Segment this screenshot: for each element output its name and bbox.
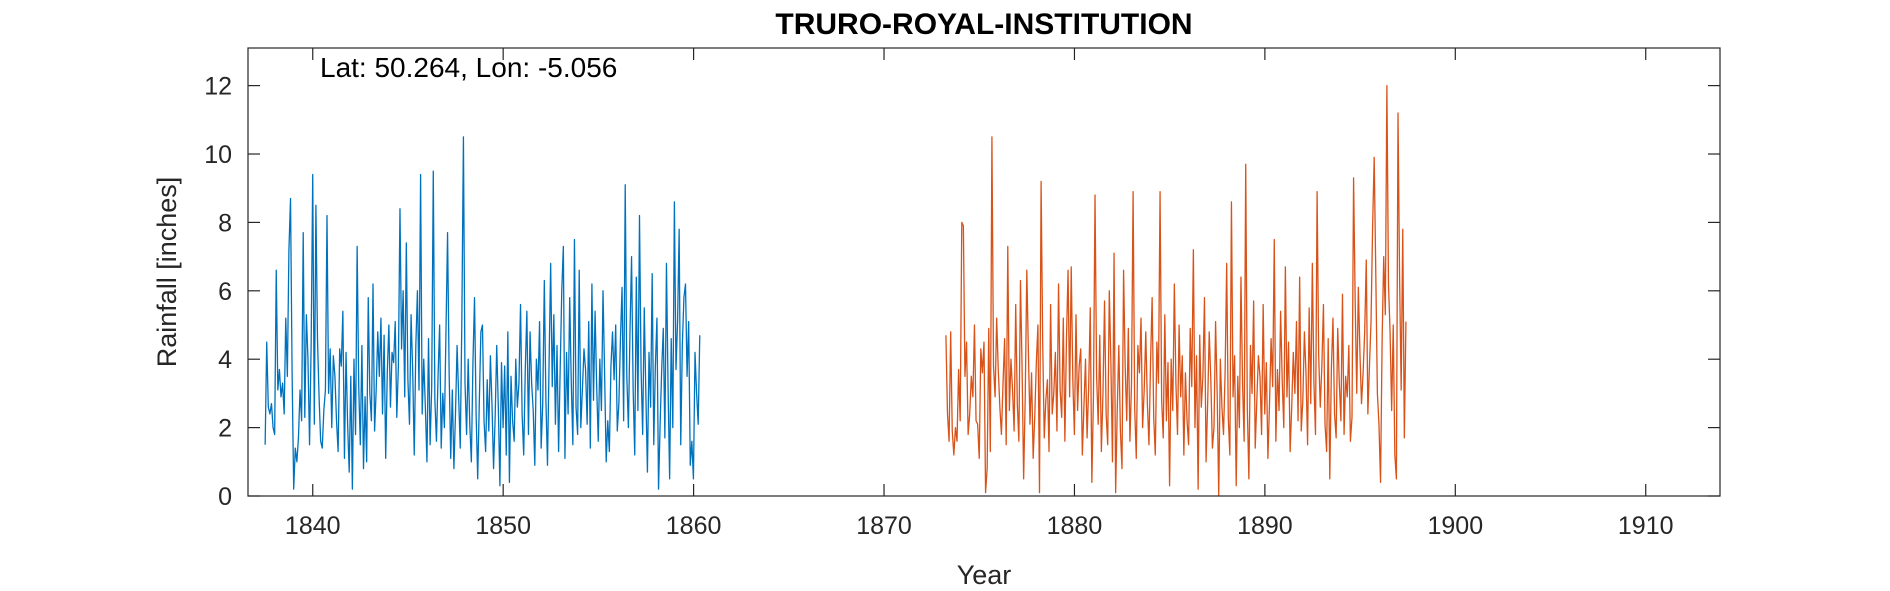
x-tick-label: 1910 xyxy=(1618,512,1674,540)
x-tick-label: 1900 xyxy=(1427,512,1483,540)
y-axis-label: Rainfall [inches] xyxy=(152,177,182,368)
plot-box xyxy=(247,47,1721,497)
x-axis-ticks: 1840 1850 1860 1870 1880 1890 1900 1910 xyxy=(285,48,1674,540)
series-line-1 xyxy=(264,136,701,490)
y-tick-label: 10 xyxy=(204,141,232,169)
location-annotation: Lat: 50.264, Lon: -5.056 xyxy=(320,52,617,83)
x-tick-label: 1860 xyxy=(666,512,722,540)
x-tick-label: 1890 xyxy=(1237,512,1293,540)
chart-title: TRURO-ROYAL-INSTITUTION xyxy=(775,8,1192,41)
y-tick-label: 12 xyxy=(204,73,232,101)
x-tick-label: 1870 xyxy=(856,512,912,540)
x-axis-label: Year xyxy=(957,560,1012,590)
series-line-2 xyxy=(945,84,1407,497)
y-tick-label: 2 xyxy=(218,415,232,443)
y-tick-label: 8 xyxy=(218,209,232,237)
y-tick-label: 4 xyxy=(218,346,232,374)
x-tick-label: 1840 xyxy=(285,512,341,540)
y-tick-label: 0 xyxy=(218,483,232,511)
y-axis-ticks: 0 2 4 6 8 10 12 xyxy=(204,73,1720,511)
y-tick-label: 6 xyxy=(218,278,232,306)
series-layer xyxy=(264,84,1407,497)
x-tick-label: 1850 xyxy=(475,512,531,540)
plot-area-background xyxy=(248,48,1720,496)
x-tick-label: 1880 xyxy=(1047,512,1103,540)
